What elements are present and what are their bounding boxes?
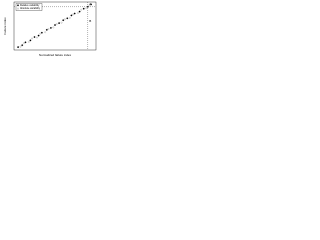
point — [44, 31, 47, 34]
point — [21, 44, 24, 47]
point — [85, 7, 88, 10]
legend-marker — [17, 4, 19, 7]
point — [60, 21, 63, 24]
point — [55, 23, 58, 25]
point — [19, 45, 22, 48]
point — [54, 24, 56, 26]
point — [80, 8, 83, 11]
point — [82, 7, 85, 10]
annotation: A — [89, 2, 91, 6]
plot-frame — [13, 1, 97, 51]
point — [90, 3, 92, 6]
chart: Normalized failure index Failure index A… — [0, 0, 100, 60]
point — [50, 27, 52, 29]
point — [73, 12, 76, 15]
point — [31, 37, 33, 40]
point — [58, 22, 60, 24]
point — [39, 32, 42, 35]
background — [0, 0, 100, 60]
point — [78, 10, 81, 13]
point — [63, 18, 66, 21]
point — [62, 19, 65, 22]
point — [88, 4, 91, 7]
point — [33, 36, 36, 38]
annotation: B — [89, 19, 91, 23]
point — [68, 16, 71, 19]
legend-label: Relative variability — [20, 4, 40, 7]
point — [70, 14, 73, 17]
point — [27, 40, 30, 43]
point — [37, 34, 40, 37]
point — [41, 31, 43, 34]
point — [24, 41, 27, 44]
y-axis-label: Failure index — [3, 17, 7, 35]
x-axis-label: Normalized failure index — [39, 53, 72, 57]
legend-marker — [17, 7, 19, 10]
point — [52, 26, 55, 29]
point — [72, 13, 74, 16]
point — [36, 36, 38, 39]
legend-label: Absolute variability — [20, 7, 41, 10]
point — [45, 28, 48, 31]
point — [66, 17, 69, 20]
legend-box — [15, 3, 43, 11]
point — [17, 46, 19, 48]
point — [29, 39, 32, 42]
point — [22, 42, 25, 45]
point — [86, 5, 89, 8]
point — [77, 12, 79, 14]
point — [47, 28, 50, 30]
